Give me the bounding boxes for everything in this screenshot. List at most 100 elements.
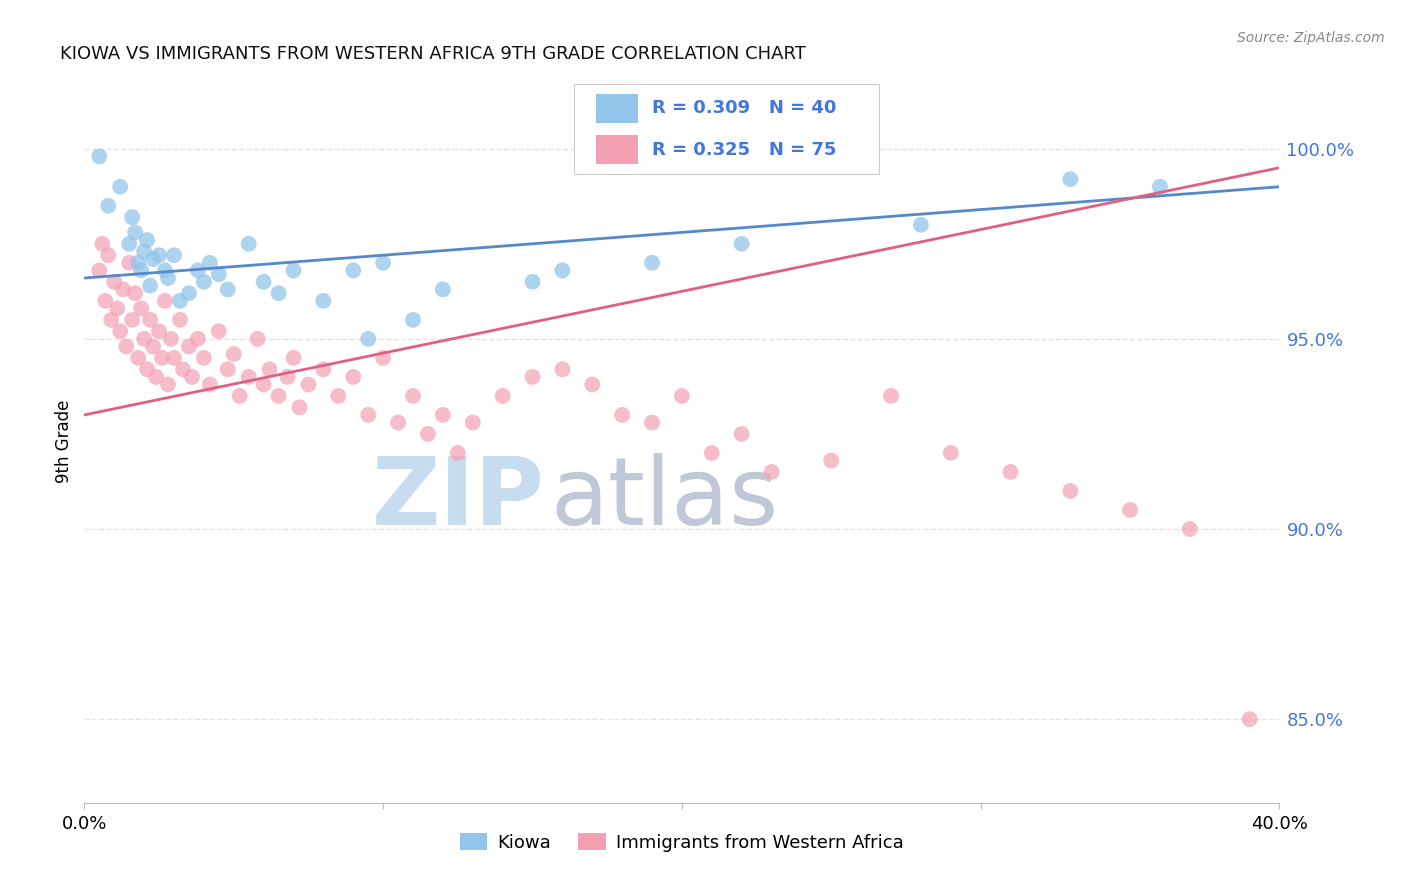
Text: ZIP: ZIP [371, 453, 544, 545]
Point [246, 332, 269, 346]
Point [124, 226, 146, 240]
Point [283, 263, 305, 277]
Point [153, 293, 176, 308]
Point [671, 389, 693, 403]
Point [641, 416, 664, 430]
Point [139, 278, 162, 293]
Point [148, 248, 170, 262]
Point [177, 286, 200, 301]
Point [110, 324, 132, 338]
Point [163, 351, 186, 365]
Point [1149, 179, 1171, 194]
Point [148, 324, 170, 338]
Point [208, 324, 231, 338]
Text: Source: ZipAtlas.com: Source: ZipAtlas.com [1237, 31, 1385, 45]
Point [169, 293, 191, 308]
Point [157, 377, 180, 392]
Text: KIOWA VS IMMIGRANTS FROM WESTERN AFRICA 9TH GRADE CORRELATION CHART: KIOWA VS IMMIGRANTS FROM WESTERN AFRICA … [60, 45, 806, 63]
Point [297, 377, 319, 392]
Point [97, 199, 120, 213]
Point [1119, 503, 1142, 517]
Point [136, 233, 159, 247]
Point [288, 401, 311, 415]
Point [105, 301, 128, 316]
Point [402, 313, 425, 327]
Point [127, 256, 149, 270]
Point [447, 446, 470, 460]
Point [700, 446, 723, 460]
Point [136, 362, 159, 376]
Point [115, 339, 138, 353]
Point [217, 282, 239, 296]
Point [357, 332, 380, 346]
Point [342, 263, 364, 277]
Point [253, 377, 276, 392]
Point [169, 313, 191, 327]
Point [187, 263, 209, 277]
Point [373, 351, 395, 365]
Point [157, 271, 180, 285]
Point [121, 210, 143, 224]
Y-axis label: 9th Grade: 9th Grade [55, 400, 73, 483]
Point [402, 389, 425, 403]
Point [222, 347, 245, 361]
Point [177, 339, 200, 353]
Point [91, 236, 114, 251]
Point [238, 370, 260, 384]
Point [1178, 522, 1201, 536]
Point [731, 426, 754, 441]
Point [267, 286, 290, 301]
Point [228, 389, 252, 403]
Point [551, 362, 574, 376]
Point [142, 339, 165, 353]
Point [432, 408, 454, 422]
Point [142, 252, 165, 266]
Bar [596, 94, 638, 123]
Point [1059, 172, 1081, 186]
Point [97, 248, 120, 262]
Point [551, 263, 574, 277]
Point [150, 351, 173, 365]
Point [112, 282, 135, 296]
Point [312, 362, 335, 376]
Point [939, 446, 962, 460]
Point [820, 453, 842, 467]
Point [267, 389, 290, 403]
Text: atlas: atlas [551, 453, 779, 545]
Point [100, 313, 122, 327]
Point [1239, 712, 1261, 726]
Point [387, 416, 409, 430]
Point [198, 377, 221, 392]
Point [238, 236, 260, 251]
Point [731, 236, 754, 251]
Point [328, 389, 350, 403]
Point [181, 370, 204, 384]
Point [432, 282, 454, 296]
Point [127, 351, 149, 365]
Point [132, 332, 156, 346]
Point [416, 426, 439, 441]
Point [94, 293, 117, 308]
FancyBboxPatch shape [575, 84, 879, 174]
Point [373, 256, 395, 270]
Point [357, 408, 380, 422]
Point [283, 351, 305, 365]
Point [187, 332, 209, 346]
Point [461, 416, 484, 430]
Point [121, 313, 143, 327]
Point [89, 263, 111, 277]
Point [193, 351, 215, 365]
Point [124, 286, 146, 301]
Point [160, 332, 183, 346]
Legend: Kiowa, Immigrants from Western Africa: Kiowa, Immigrants from Western Africa [453, 826, 911, 859]
Point [172, 362, 194, 376]
Point [208, 267, 231, 281]
Point [217, 362, 239, 376]
Point [880, 389, 903, 403]
Point [89, 149, 111, 163]
Point [522, 370, 544, 384]
Point [641, 256, 664, 270]
Point [1000, 465, 1022, 479]
Point [129, 263, 152, 277]
Point [581, 377, 603, 392]
